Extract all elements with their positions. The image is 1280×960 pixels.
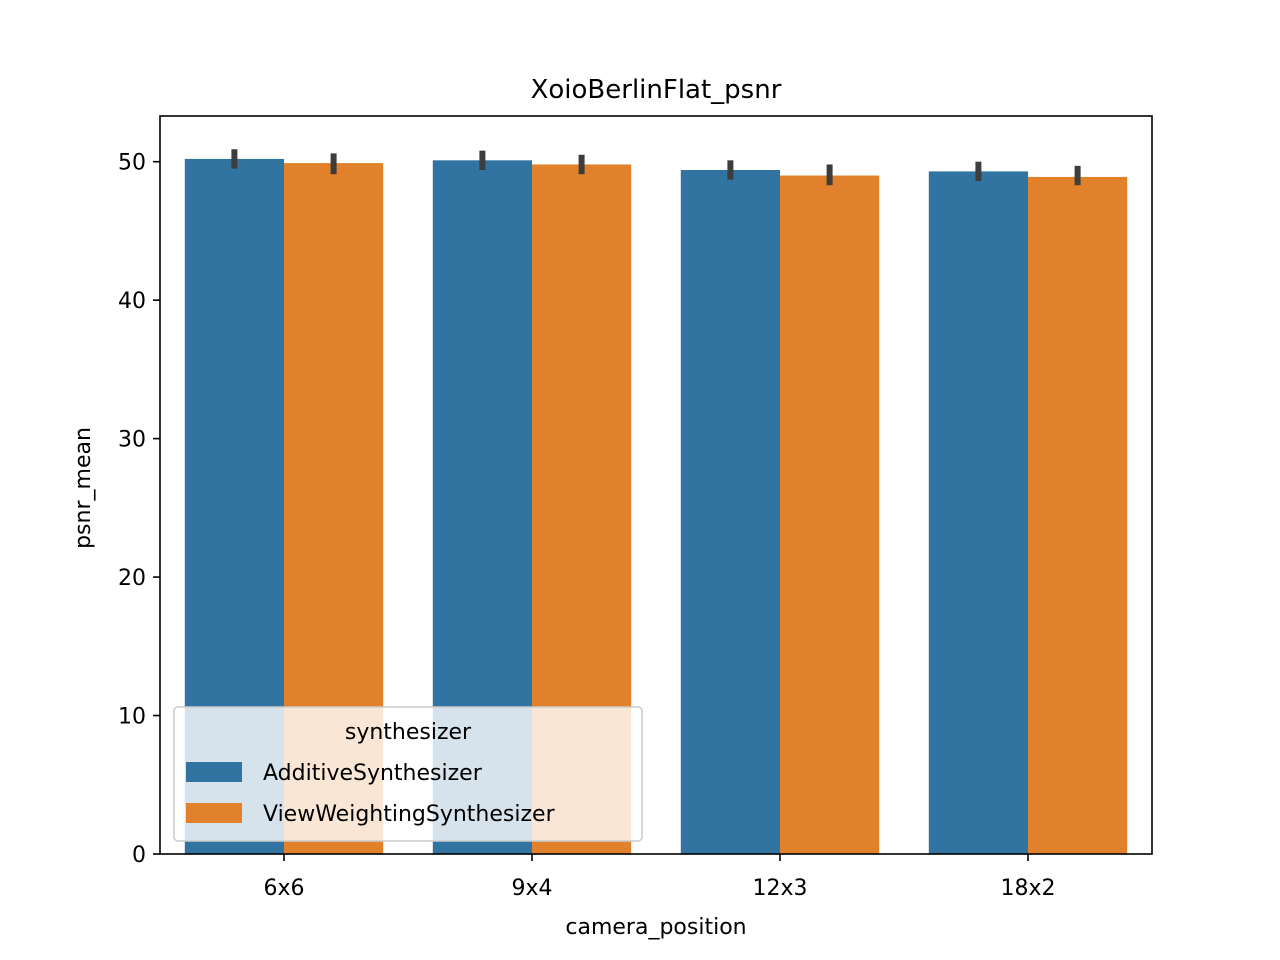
y-tick-label-30: 30 (118, 428, 146, 453)
legend-title: synthesizer (345, 720, 472, 745)
bar-18x2-ViewWeightingSynthesizer (1028, 176, 1128, 854)
x-axis: 6x6 9x4 12x3 18x2 (263, 854, 1056, 901)
y-axis: 0 10 20 30 40 50 (118, 151, 160, 868)
y-tick-label-50: 50 (118, 151, 146, 176)
legend: synthesizer AdditiveSynthesizer ViewWeig… (173, 706, 643, 842)
legend-swatch-viewweighting (186, 803, 242, 823)
plot-frame (159, 115, 1153, 855)
x-axis-label: camera_position (565, 915, 746, 940)
y-tick-label-10: 10 (118, 705, 146, 730)
y-tick-label-20: 20 (118, 566, 146, 591)
y-tick-label-40: 40 (118, 289, 146, 314)
legend-label-additive: AdditiveSynthesizer (263, 761, 483, 786)
chart-title: XoioBerlinFlat_psnr (531, 75, 782, 105)
legend-box (173, 706, 643, 842)
legend-swatch-additive (186, 762, 242, 782)
bar-12x3-AdditiveSynthesizer (680, 170, 780, 854)
x-tick-label-6x6: 6x6 (263, 876, 304, 901)
x-tick-label-9x4: 9x4 (511, 876, 552, 901)
x-tick-label-12x3: 12x3 (752, 876, 807, 901)
y-tick-label-0: 0 (132, 843, 146, 868)
x-tick-label-18x2: 18x2 (1000, 876, 1055, 901)
y-axis-label: psnr_mean (71, 427, 96, 549)
error-bars-group (231, 149, 1081, 186)
legend-label-viewweighting: ViewWeightingSynthesizer (263, 802, 556, 827)
bar-18x2-AdditiveSynthesizer (928, 171, 1028, 854)
bar-12x3-ViewWeightingSynthesizer (780, 175, 880, 855)
